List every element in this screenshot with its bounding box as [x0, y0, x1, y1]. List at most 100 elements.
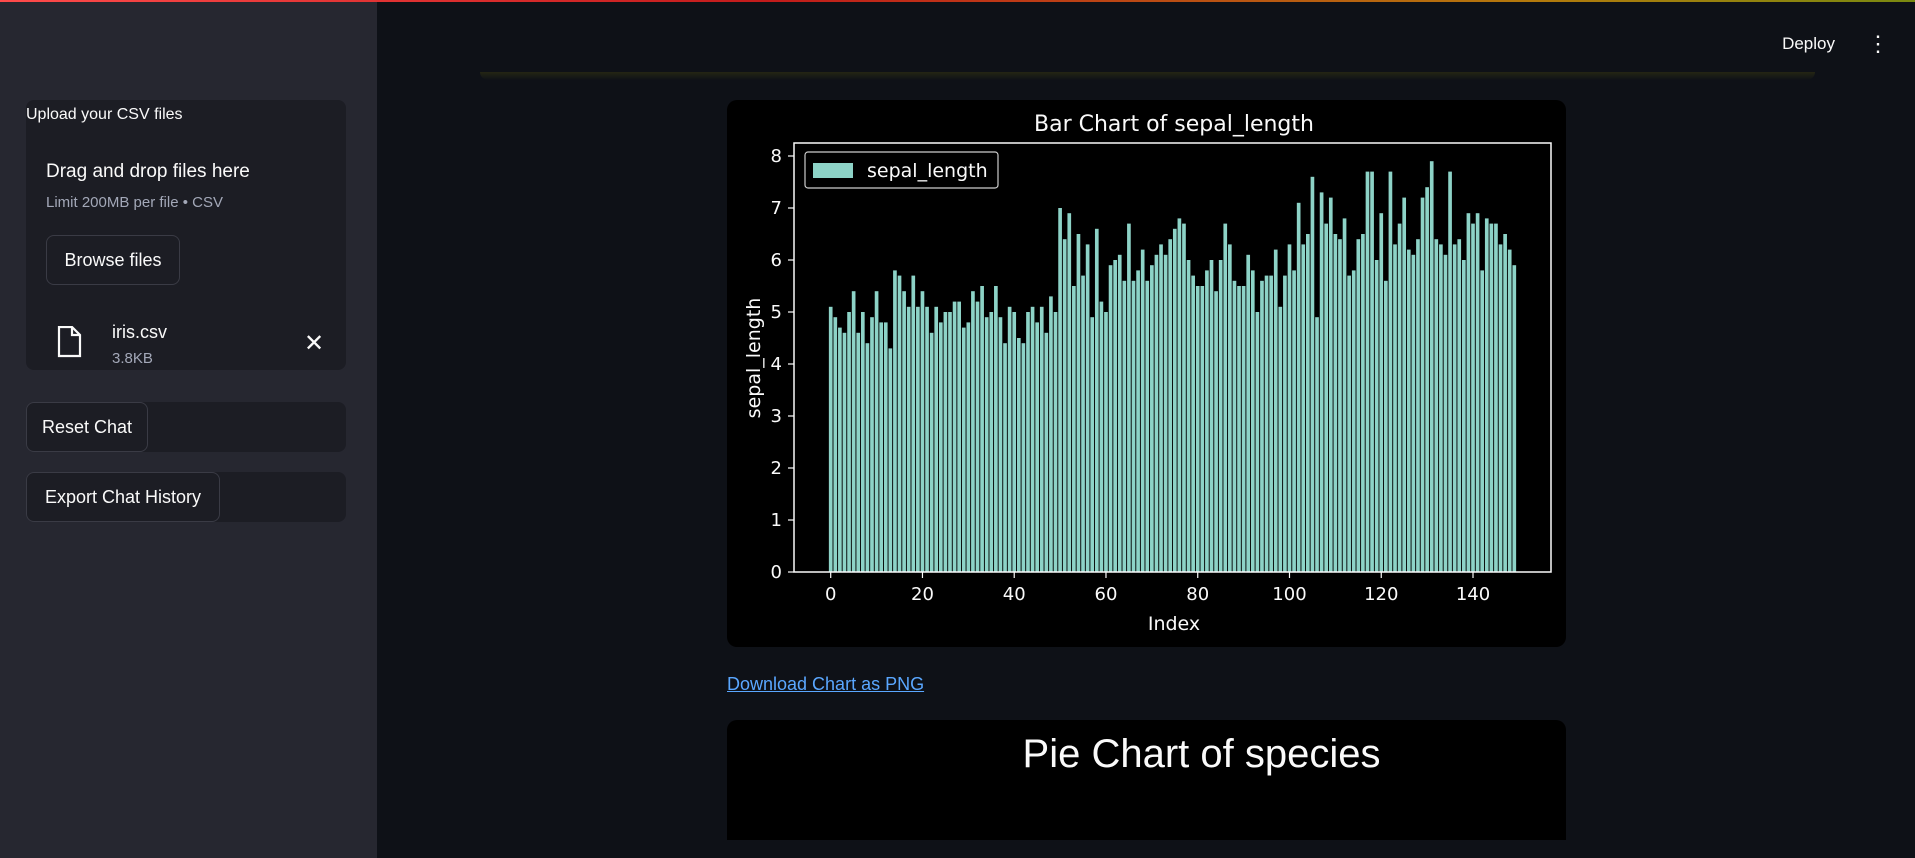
bar — [1466, 213, 1471, 572]
dropzone-limit: Limit 200MB per file • CSV — [46, 194, 223, 211]
bar — [1342, 218, 1347, 572]
bar — [1287, 244, 1292, 572]
bar — [1177, 218, 1182, 572]
bar — [1351, 270, 1356, 572]
x-tick-label: 40 — [1003, 584, 1026, 605]
bar — [897, 275, 902, 572]
bar — [971, 291, 975, 572]
y-axis-label: sepal_length — [743, 298, 765, 419]
y-tick-label: 2 — [771, 458, 782, 479]
bar — [925, 306, 929, 572]
bar — [1365, 171, 1370, 572]
bar — [1058, 208, 1062, 572]
deploy-button[interactable]: Deploy — [1782, 34, 1835, 53]
bar — [1168, 239, 1173, 572]
bar — [916, 306, 920, 572]
bar — [1278, 306, 1283, 572]
browse-files-button[interactable]: Browse files — [46, 235, 180, 285]
bar — [966, 322, 971, 572]
y-tick-label: 0 — [771, 562, 782, 583]
bar — [1452, 244, 1457, 572]
x-tick-label: 0 — [825, 584, 836, 605]
bar — [1140, 249, 1145, 572]
bar — [1347, 275, 1351, 572]
y-tick-label: 8 — [771, 146, 782, 167]
export-chat-history-button[interactable]: Export Chat History — [26, 472, 220, 522]
bar — [1191, 275, 1195, 572]
bar — [1328, 197, 1333, 572]
bar — [1494, 223, 1498, 572]
bar — [1269, 275, 1273, 572]
bar — [1241, 286, 1246, 572]
more-vertical-icon[interactable]: ⋮ — [1867, 31, 1889, 56]
bar — [1370, 171, 1374, 572]
bar — [1127, 223, 1131, 572]
file-name: iris.csv — [112, 322, 167, 342]
bar — [1053, 312, 1058, 572]
bar — [1301, 244, 1306, 572]
bar — [1484, 218, 1489, 572]
bar — [1379, 213, 1384, 572]
close-icon[interactable]: ✕ — [303, 330, 325, 357]
bar — [1218, 260, 1223, 572]
plot-frame — [793, 142, 1552, 573]
x-tick-label: 60 — [1095, 584, 1118, 605]
y-tick-label: 1 — [771, 510, 782, 531]
bar — [948, 312, 952, 572]
download-chart-link[interactable]: Download Chart as PNG — [727, 674, 925, 694]
bar — [1072, 286, 1076, 572]
bar — [1172, 228, 1177, 573]
bar — [1448, 171, 1452, 572]
file-size: 3.8KB — [112, 350, 153, 367]
bar — [1012, 312, 1017, 572]
bar — [1076, 234, 1081, 572]
x-tick-label: 20 — [911, 584, 934, 605]
bar — [1292, 270, 1296, 572]
bar — [1232, 280, 1237, 572]
bar — [1039, 306, 1044, 572]
bar — [943, 312, 948, 572]
bar — [1512, 265, 1517, 572]
bar — [980, 286, 984, 572]
x-tick-label: 100 — [1272, 584, 1306, 605]
bar — [1223, 223, 1228, 572]
bar — [1136, 270, 1140, 572]
bar — [1416, 239, 1420, 572]
bar — [851, 291, 856, 572]
bar — [1324, 223, 1329, 572]
bar — [1306, 234, 1310, 572]
bar — [1085, 244, 1090, 572]
y-tick-label: 7 — [771, 198, 782, 219]
bar — [1461, 260, 1466, 572]
bar — [870, 317, 874, 572]
x-tick-label: 80 — [1186, 584, 1209, 605]
file-icon — [57, 326, 82, 358]
bar — [1035, 322, 1039, 572]
bar — [1214, 291, 1218, 572]
bar — [1200, 286, 1205, 572]
chart-legend: sepal_length — [804, 151, 999, 189]
bar — [1273, 249, 1278, 572]
bar — [1434, 239, 1439, 572]
reset-chat-button[interactable]: Reset Chat — [26, 402, 148, 452]
bar — [1393, 244, 1397, 572]
bar — [952, 301, 957, 572]
bar — [1030, 306, 1035, 572]
bar — [1361, 234, 1365, 572]
bar — [1475, 213, 1480, 572]
y-tick-label: 6 — [771, 250, 782, 271]
bar — [1209, 260, 1214, 572]
bar-chart-card: Bar Chart of sepal_length 0 20 40 60 80 100 12… — [727, 100, 1566, 647]
bar — [1104, 312, 1108, 572]
bar — [961, 327, 966, 572]
bar — [1255, 312, 1260, 572]
bar — [1429, 161, 1434, 572]
bar — [1049, 296, 1053, 572]
bar — [1117, 254, 1122, 573]
bar — [1498, 244, 1503, 572]
bar — [989, 312, 994, 572]
bar — [1503, 234, 1507, 572]
bar — [975, 301, 980, 572]
bar — [1159, 244, 1163, 572]
bar — [1131, 280, 1136, 572]
